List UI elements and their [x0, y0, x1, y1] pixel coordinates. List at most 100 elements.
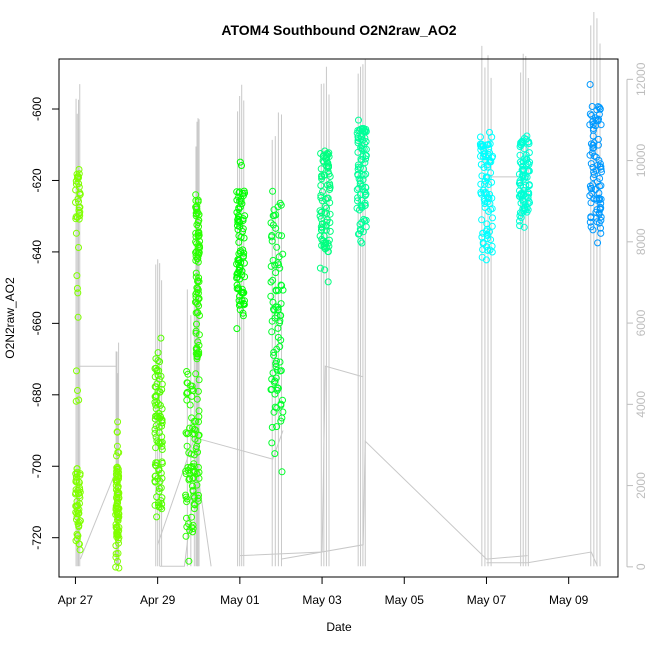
data-point: [324, 278, 332, 286]
data-point: [73, 510, 81, 517]
data-point: [278, 468, 286, 476]
data-point: [238, 162, 245, 169]
data-point: [274, 324, 282, 332]
data-point: [588, 149, 596, 157]
data-point: [182, 470, 190, 478]
data-point: [524, 188, 532, 196]
data-point: [74, 520, 82, 527]
data-point: [272, 211, 280, 219]
data-point: [193, 320, 200, 328]
data-point: [355, 175, 363, 183]
data-point: [589, 118, 597, 125]
data-point: [519, 162, 527, 170]
data-point: [195, 294, 202, 302]
data-point: [192, 370, 200, 378]
data-point: [274, 333, 282, 341]
data-point: [184, 463, 192, 471]
data-point: [316, 212, 324, 220]
data-point: [276, 358, 284, 366]
data-point: [317, 182, 325, 189]
data-point: [483, 225, 491, 233]
data-point: [269, 221, 277, 229]
data-point: [151, 477, 159, 485]
data-point: [188, 463, 196, 470]
data-point: [597, 213, 605, 221]
data-point: [517, 181, 525, 189]
data-point: [183, 390, 191, 398]
data-point: [75, 540, 83, 548]
data-point: [516, 217, 523, 225]
data-point: [192, 329, 200, 337]
data-point: [72, 215, 80, 223]
data-point: [184, 429, 192, 437]
data-point: [114, 532, 122, 539]
data-point: [75, 204, 83, 212]
background-traces: [75, 11, 601, 567]
data-point: [113, 508, 121, 515]
data-point: [186, 401, 194, 409]
data-point: [479, 142, 487, 150]
data-point: [356, 220, 364, 228]
data-point: [195, 241, 203, 248]
trace-line: [239, 365, 364, 557]
data-point: [274, 303, 282, 311]
data-point: [477, 133, 484, 141]
data-point: [275, 286, 282, 294]
data-point: [114, 549, 122, 557]
data-point: [270, 305, 277, 313]
data-point: [268, 317, 276, 325]
data-point: [73, 272, 81, 280]
data-point: [359, 176, 367, 184]
data-point: [152, 405, 160, 413]
data-point: [239, 225, 247, 233]
data-point: [188, 414, 196, 422]
data-point: [321, 147, 329, 155]
data-point: [183, 442, 191, 450]
data-point: [195, 491, 202, 499]
data-point: [355, 206, 363, 214]
data-point: [358, 218, 366, 226]
data-point: [194, 258, 202, 266]
data-point: [269, 187, 277, 195]
data-point: [193, 221, 201, 229]
data-point: [322, 226, 330, 234]
data-point: [269, 298, 277, 306]
data-point: [355, 184, 363, 192]
data-point: [279, 408, 287, 416]
data-point: [322, 155, 330, 163]
data-point: [590, 152, 598, 160]
data-point: [235, 267, 243, 274]
data-point: [597, 224, 604, 232]
data-point: [157, 334, 165, 342]
data-point: [192, 197, 200, 205]
trace-line: [78, 365, 117, 545]
data-point: [72, 476, 80, 484]
data-point: [195, 413, 203, 421]
data-point: [593, 218, 601, 226]
data-point: [361, 159, 369, 167]
y-tick-label: -680: [30, 382, 44, 406]
data-point: [114, 536, 122, 544]
data-point: [193, 355, 201, 363]
data-point: [482, 173, 490, 181]
y-tick-label: -720: [30, 525, 44, 549]
data-point: [72, 508, 80, 516]
data-point: [75, 183, 83, 191]
data-point: [271, 450, 279, 458]
data-point: [154, 371, 162, 379]
data-point: [195, 251, 202, 259]
data-point: [489, 214, 496, 222]
data-point: [237, 259, 245, 266]
trace-line: [157, 430, 284, 545]
data-point: [486, 128, 493, 136]
data-point: [361, 201, 369, 209]
data-point: [114, 557, 121, 565]
data-point: [154, 387, 162, 395]
data-point: [185, 557, 193, 565]
data-point: [524, 206, 532, 214]
data-point: [316, 232, 324, 240]
data-point: [589, 132, 597, 140]
data-point: [155, 429, 163, 437]
data-point: [276, 199, 284, 207]
data-point: [157, 484, 165, 492]
